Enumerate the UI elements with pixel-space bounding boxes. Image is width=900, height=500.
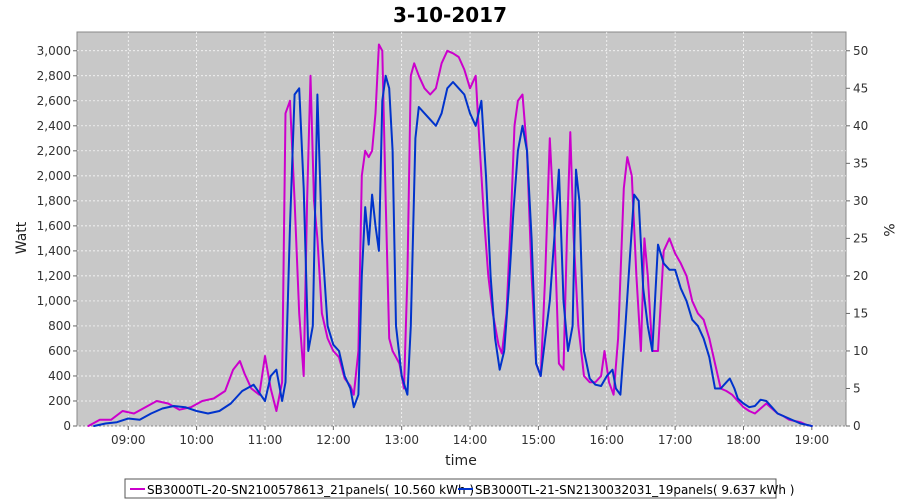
y2-tick-label: 15: [853, 306, 868, 320]
y2-tick-label: 50: [853, 44, 868, 58]
plot-area: [76, 31, 847, 427]
x-tick-label: 09:00: [111, 433, 146, 447]
y-tick-label: 400: [48, 369, 71, 383]
x-tick-label: 10:00: [179, 433, 214, 447]
y-tick-label: 2,600: [37, 94, 71, 108]
y-tick-label: 2,400: [37, 119, 71, 133]
x-tick-label: 12:00: [316, 433, 351, 447]
legend: SB3000TL-20-SN2100578613_21panels( 10.56…: [124, 478, 794, 499]
x-tick-label: 15:00: [521, 433, 556, 447]
x-tick-label: 11:00: [248, 433, 283, 447]
y2-tick-label: 45: [853, 81, 868, 95]
x-tick-label: 14:00: [453, 433, 488, 447]
y2-tick-label: 40: [853, 119, 868, 133]
y2-tick-label: 5: [853, 381, 861, 395]
x-axis-label: time: [445, 453, 477, 469]
x-tick-label: 19:00: [795, 433, 830, 447]
y-tick-label: 200: [48, 394, 71, 408]
y-axis-left: 0 200 400 600 800 1,000 1,200 1,400 1,600 1,800 2,…: [37, 44, 77, 433]
series-line-1: [87, 43, 813, 427]
y-tick-label: 2,200: [37, 144, 71, 158]
y-axis-right: 0 5 10 15 20 25 30 35 40 45 50: [846, 44, 868, 433]
y-tick-label: 1,000: [37, 294, 71, 308]
legend-box: [124, 478, 777, 499]
series-line-2: [93, 74, 813, 427]
y2-axis-label: %: [880, 223, 896, 236]
y-tick-label: 0: [63, 419, 71, 433]
y-tick-label: 1,600: [37, 219, 71, 233]
x-tick-label: 16:00: [589, 433, 624, 447]
y2-tick-label: 35: [853, 156, 868, 170]
chart-title: 3-10-2017: [393, 3, 507, 27]
gridlines: [77, 32, 846, 427]
y-tick-label: 1,200: [37, 269, 71, 283]
y-tick-label: 800: [48, 319, 71, 333]
y-tick-label: 1,800: [37, 194, 71, 208]
y2-tick-label: 25: [853, 231, 868, 245]
y2-tick-label: 30: [853, 194, 868, 208]
x-tick-label: 18:00: [726, 433, 761, 447]
y-tick-label: 600: [48, 344, 71, 358]
y2-tick-label: 20: [853, 269, 868, 283]
y-axis-label: Watt: [14, 221, 30, 254]
legend-label-series-1: SB3000TL-20-SN2100578613_21panels( 10.56…: [147, 483, 474, 497]
y2-tick-label: 10: [853, 344, 868, 358]
y-tick-label: 1,400: [37, 244, 71, 258]
x-tick-label: 13:00: [384, 433, 419, 447]
y2-tick-label: 0: [853, 419, 861, 433]
y-tick-label: 2,800: [37, 69, 71, 83]
x-axis: 09:00 10:00 11:00 12:00 13:00 14:00 15:00 16:00…: [111, 426, 829, 447]
y-tick-label: 2,000: [37, 169, 71, 183]
series-lines: [87, 43, 813, 427]
x-tick-label: 17:00: [658, 433, 693, 447]
legend-label-series-2: SB3000TL-21-SN2130032031_19panels( 9.637…: [475, 483, 794, 497]
y-tick-label: 3,000: [37, 44, 71, 58]
